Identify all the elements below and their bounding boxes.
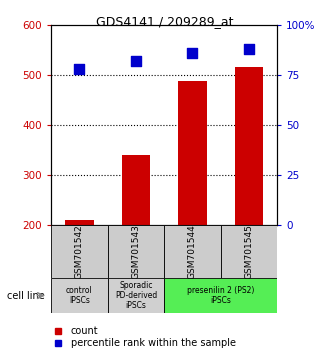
Text: count: count [71, 326, 99, 336]
Text: control
IPSCs: control IPSCs [66, 286, 93, 305]
Bar [65, 220, 93, 225]
Bar [108, 278, 164, 313]
Bar [164, 225, 221, 278]
Bar [108, 225, 164, 278]
Text: cell line: cell line [7, 291, 44, 301]
Bar [221, 225, 277, 278]
Text: GDS4141 / 209289_at: GDS4141 / 209289_at [96, 15, 234, 28]
Bar [122, 155, 150, 225]
Point [190, 50, 195, 56]
Bar [178, 81, 207, 225]
Point [133, 58, 139, 64]
Point [246, 46, 251, 52]
Point [77, 66, 82, 72]
Text: percentile rank within the sample: percentile rank within the sample [71, 338, 236, 348]
Bar [164, 278, 277, 313]
Text: GSM701543: GSM701543 [131, 224, 141, 279]
Bar [51, 225, 108, 278]
Text: GSM701545: GSM701545 [245, 224, 253, 279]
Text: GSM701542: GSM701542 [75, 224, 84, 279]
Text: GSM701544: GSM701544 [188, 224, 197, 279]
Text: presenilin 2 (PS2)
iPSCs: presenilin 2 (PS2) iPSCs [187, 286, 254, 305]
Bar [235, 67, 263, 225]
Bar [51, 278, 108, 313]
Text: Sporadic
PD-derived
iPSCs: Sporadic PD-derived iPSCs [115, 281, 157, 310]
